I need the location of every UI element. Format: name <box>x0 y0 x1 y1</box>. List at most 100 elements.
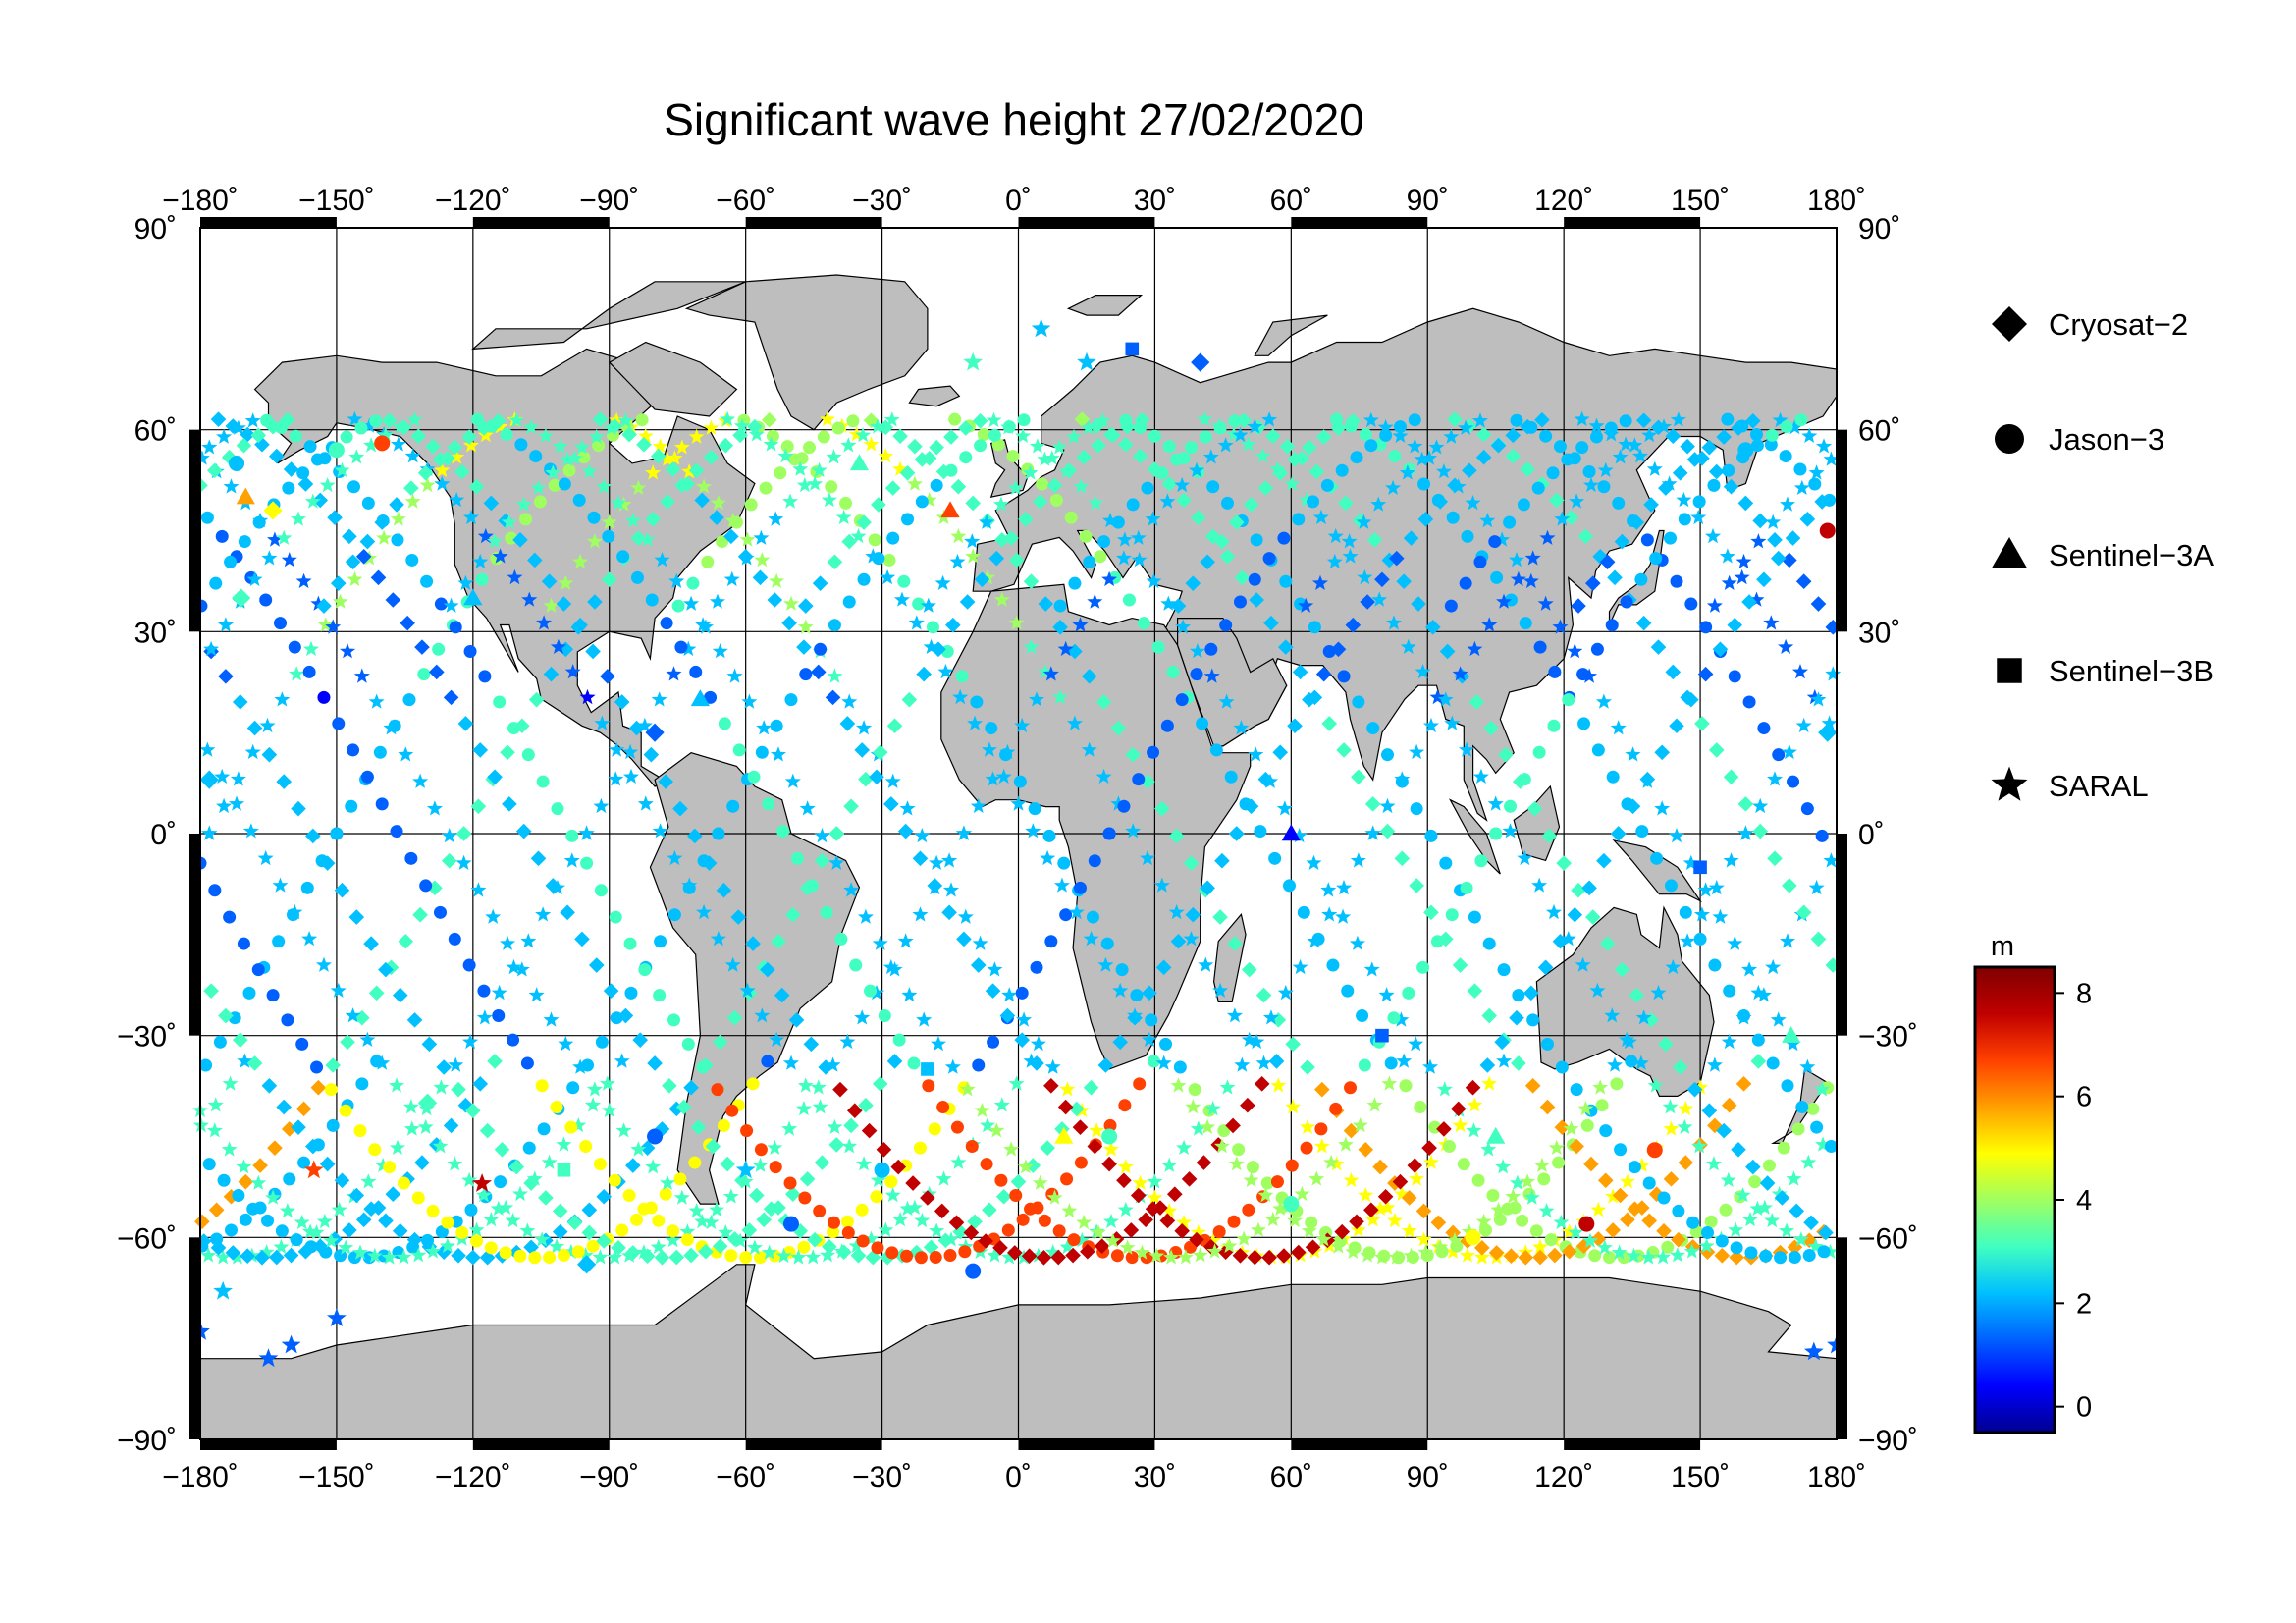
track-marker <box>988 428 1001 442</box>
track-marker <box>1095 694 1112 710</box>
track-marker <box>1320 882 1337 897</box>
lon-tick-top: −180˚ <box>162 185 239 217</box>
track-marker <box>548 478 561 492</box>
track-marker <box>487 1054 503 1069</box>
track-marker <box>1023 573 1040 590</box>
track-marker <box>246 570 263 587</box>
track-marker <box>375 1157 392 1172</box>
track-marker <box>1737 1009 1751 1023</box>
track-marker <box>1716 1122 1732 1139</box>
track-marker <box>1501 1202 1515 1216</box>
track-marker <box>1138 1212 1153 1228</box>
land-svalbard <box>1066 295 1144 316</box>
track-marker <box>841 1225 855 1239</box>
data-point <box>921 1062 934 1076</box>
track-marker <box>1217 437 1234 453</box>
track-marker <box>405 553 419 567</box>
track-marker <box>601 1102 617 1117</box>
colorbar-unit: m <box>1991 931 2014 962</box>
track-marker <box>289 429 302 443</box>
track-marker <box>746 1077 760 1091</box>
track-marker <box>317 690 331 704</box>
track-marker <box>1765 428 1779 442</box>
track-marker <box>1228 414 1242 428</box>
track-marker <box>1823 852 1840 868</box>
track-marker <box>952 1223 969 1240</box>
track-marker <box>1080 1243 1095 1260</box>
track-marker <box>930 478 943 492</box>
track-marker <box>297 1243 314 1260</box>
track-marker <box>600 669 615 684</box>
track-marker <box>1240 436 1256 452</box>
track-marker <box>1415 1203 1432 1219</box>
track-marker <box>1787 418 1803 435</box>
track-marker <box>1141 1031 1157 1047</box>
track-marker <box>1752 513 1769 529</box>
track-marker <box>602 529 615 543</box>
track-marker <box>1249 1033 1265 1050</box>
track-marker <box>1379 823 1396 839</box>
track-marker <box>1204 1232 1221 1248</box>
track-marker <box>1486 1188 1500 1202</box>
track-marker <box>1166 1186 1183 1203</box>
track-marker <box>1676 492 1692 508</box>
track-marker <box>291 800 306 817</box>
track-marker <box>1607 1056 1624 1072</box>
legend-label: SARAL <box>2049 769 2149 803</box>
track-marker <box>1285 1036 1301 1053</box>
track-marker <box>1053 877 1070 893</box>
track-marker <box>523 418 540 435</box>
track-marker <box>1038 596 1054 612</box>
track-marker <box>799 668 813 681</box>
track-marker <box>1366 722 1380 735</box>
track-marker <box>878 448 894 463</box>
track-marker <box>1442 1140 1456 1154</box>
track-marker <box>537 427 554 443</box>
track-marker <box>426 1204 440 1217</box>
track-marker <box>1728 1221 1744 1237</box>
track-marker <box>1655 1249 1672 1265</box>
track-marker <box>1780 933 1795 948</box>
track-marker <box>1614 1143 1628 1157</box>
track-marker <box>828 854 845 870</box>
track-marker <box>1493 1213 1507 1226</box>
track-marker <box>498 1199 514 1215</box>
track-marker <box>490 1200 507 1216</box>
track-marker <box>1770 1011 1787 1027</box>
track-marker <box>389 1139 405 1155</box>
track-marker <box>1547 719 1561 732</box>
track-marker <box>1396 1053 1413 1068</box>
track-marker <box>769 1161 782 1174</box>
track-marker <box>912 597 926 611</box>
frame-segment-top <box>200 217 337 228</box>
track-marker <box>632 1032 649 1048</box>
track-marker <box>210 411 227 427</box>
track-marker <box>978 1233 993 1249</box>
track-marker <box>1759 1175 1776 1191</box>
track-marker <box>217 1173 231 1187</box>
track-marker <box>477 527 494 544</box>
track-marker <box>681 463 698 479</box>
track-marker <box>1374 571 1390 588</box>
track-marker <box>1183 931 1200 947</box>
track-marker <box>261 746 278 763</box>
track-marker <box>1364 825 1381 840</box>
track-marker <box>1822 1243 1839 1259</box>
track-marker <box>665 461 681 477</box>
frame-segment-top <box>745 217 882 228</box>
data-point <box>1818 723 1838 742</box>
track-marker <box>1465 495 1481 511</box>
track-marker <box>1748 591 1765 607</box>
track-marker <box>1016 1213 1030 1226</box>
track-marker <box>1439 643 1456 660</box>
track-marker <box>1810 596 1827 612</box>
track-marker <box>1103 1118 1117 1132</box>
track-marker <box>543 1011 560 1027</box>
track-marker <box>1125 746 1141 763</box>
track-marker <box>1825 957 1842 973</box>
track-marker <box>1225 1117 1241 1134</box>
track-marker <box>943 1249 957 1263</box>
track-marker <box>201 825 218 840</box>
track-marker <box>617 1007 634 1024</box>
track-marker <box>872 1076 888 1092</box>
